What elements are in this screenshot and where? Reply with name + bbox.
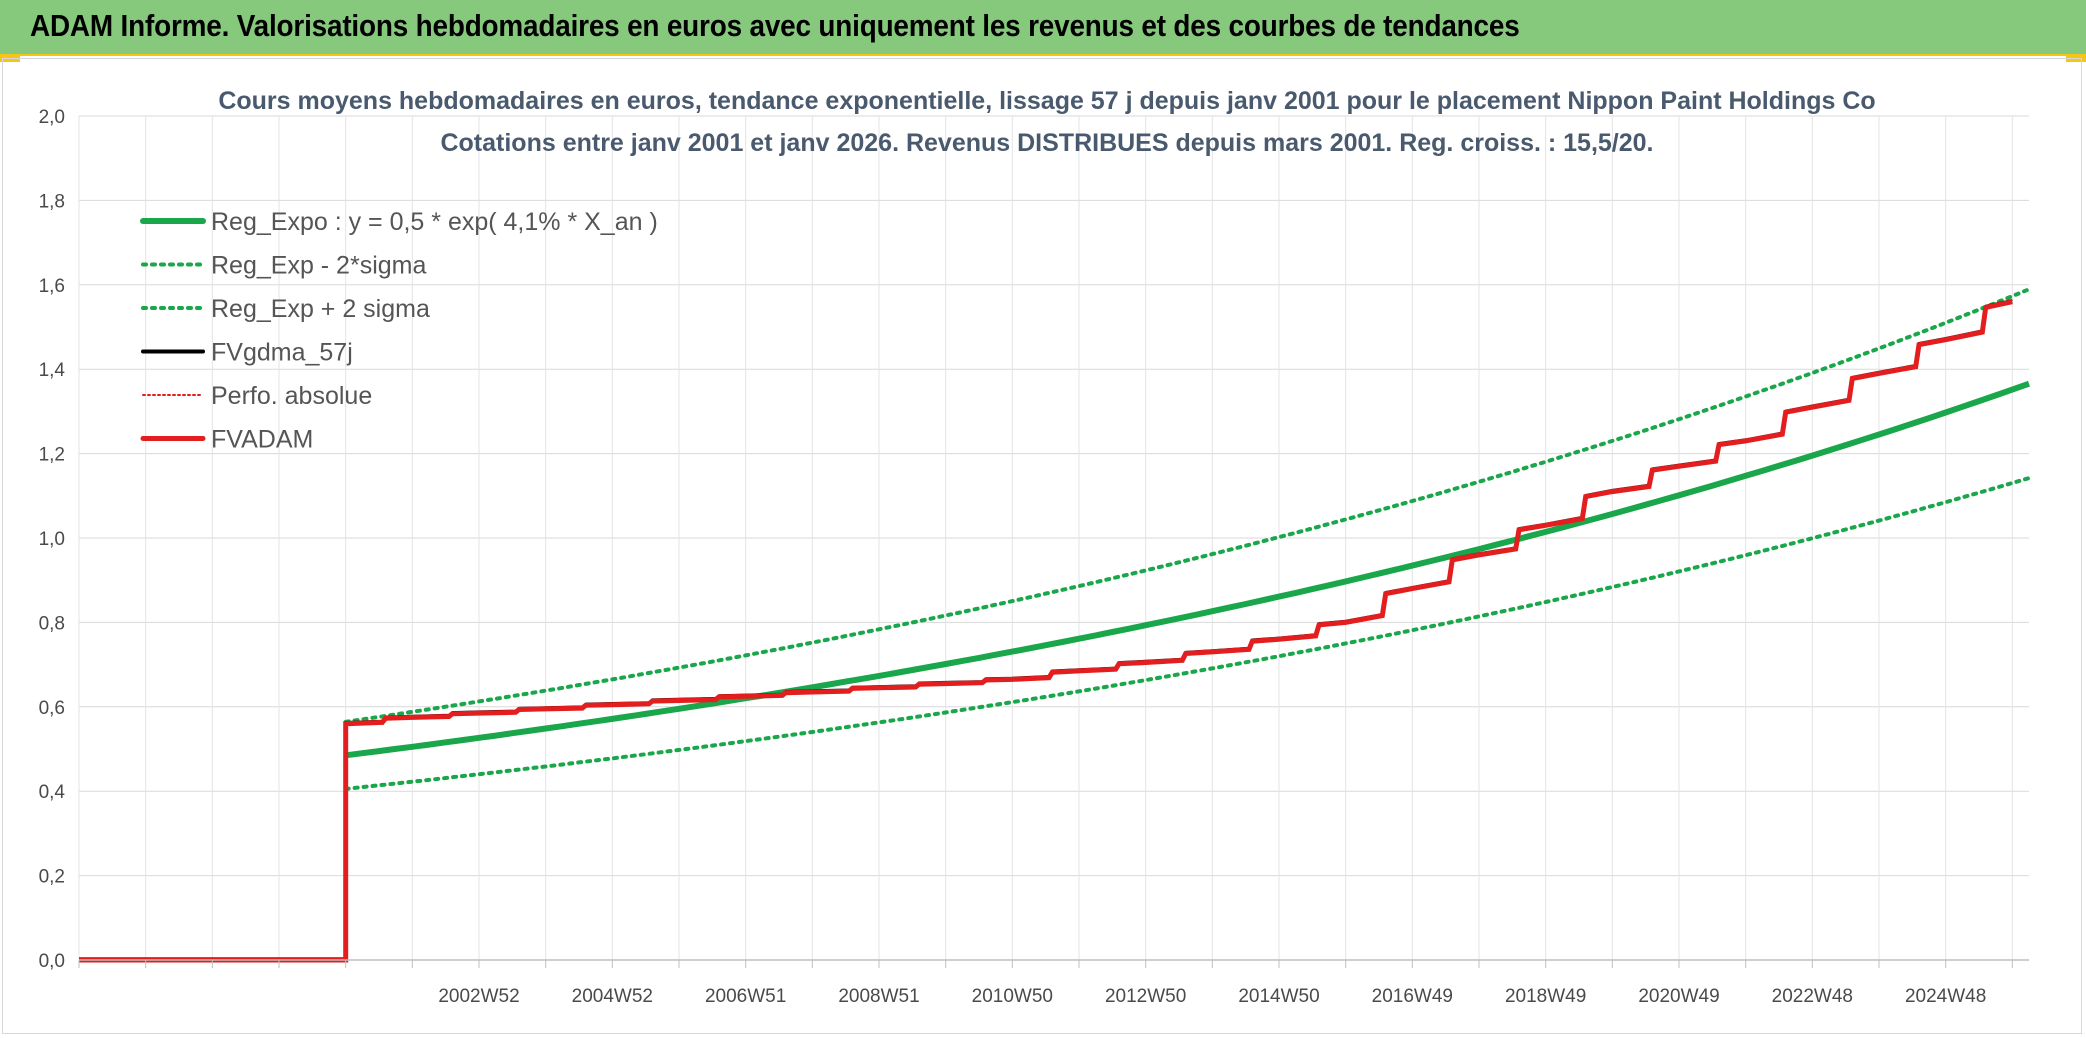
- y-tick-label: 2,0: [39, 107, 65, 128]
- report-title: ADAM Informe. Valorisations hebdomadaire…: [30, 8, 1520, 43]
- legend-label: Perfo. absolue: [211, 382, 372, 410]
- y-tick-label: 1,4: [39, 360, 66, 381]
- legend-label: Reg_Exp + 2 sigma: [211, 295, 430, 323]
- x-tick-label: 2020W49: [1638, 986, 1719, 1007]
- legend-label: Reg_Exp - 2*sigma: [211, 252, 426, 280]
- chart-title-line1: Cours moyens hebdomadaires en euros, ten…: [218, 87, 1875, 115]
- x-tick-label: 2012W50: [1105, 986, 1186, 1007]
- x-tick-label: 2018W49: [1505, 986, 1586, 1007]
- axes: 0,0 0,2 0,4 0,6 0,8 1,0 1,2 1,4 1,6 1,8 2,0 2002W52…: [39, 107, 2029, 1007]
- x-tick-label: 2014W50: [1238, 986, 1319, 1007]
- x-tick-label: 2024W48: [1905, 986, 1986, 1007]
- y-tick-label: 0,2: [39, 867, 65, 888]
- x-tick-label: 2002W52: [438, 986, 519, 1007]
- line-chart: 0,0 0,2 0,4 0,6 0,8 1,0 1,2 1,4 1,6 1,8 2,0 2002W52…: [39, 87, 2031, 1007]
- chart-title-line2: Cotations entre janv 2001 et janv 2026. …: [440, 129, 1653, 157]
- x-tick-label: 2010W50: [972, 986, 1053, 1007]
- legend-label: Reg_Expo : y = 0,5 * exp( 4,1% * X_an ): [211, 208, 658, 236]
- plot-area: [79, 287, 2031, 963]
- x-tick-label: 2006W51: [705, 986, 786, 1007]
- corner-mark-left: [0, 56, 20, 62]
- report-banner: ADAM Informe. Valorisations hebdomadaire…: [0, 0, 2086, 56]
- x-tick-label: 2008W51: [838, 986, 919, 1007]
- series-fvadam: [79, 299, 2013, 963]
- y-tick-label: 1,6: [39, 276, 65, 297]
- chart-frame: 0,0 0,2 0,4 0,6 0,8 1,0 1,2 1,4 1,6 1,8 2,0 2002W52…: [2, 58, 2082, 1034]
- y-tick-label: 0,0: [39, 951, 65, 972]
- y-tick-label: 1,0: [39, 529, 65, 550]
- x-tick-label: 2004W52: [572, 986, 653, 1007]
- x-tick-label: 2022W48: [1772, 986, 1853, 1007]
- series-reg-exp-minus-2sigma: [343, 476, 2031, 791]
- gridlines: [78, 115, 2029, 960]
- x-tick-label: 2016W49: [1372, 986, 1453, 1007]
- legend-label: FVgdma_57j: [211, 339, 353, 367]
- y-tick-label: 0,8: [39, 613, 65, 634]
- y-tick-label: 0,6: [39, 698, 65, 719]
- series-reg-expo: [345, 380, 2030, 759]
- series-reg-exp-plus-2sigma: [343, 287, 2031, 724]
- y-tick-label: 1,2: [39, 445, 65, 466]
- y-tick-label: 1,8: [39, 191, 65, 212]
- legend-label: FVADAM: [211, 426, 313, 454]
- corner-mark-right: [2066, 56, 2086, 62]
- y-tick-label: 0,4: [39, 782, 66, 803]
- legend: Reg_Expo : y = 0,5 * exp( 4,1% * X_an ) R…: [140, 208, 658, 454]
